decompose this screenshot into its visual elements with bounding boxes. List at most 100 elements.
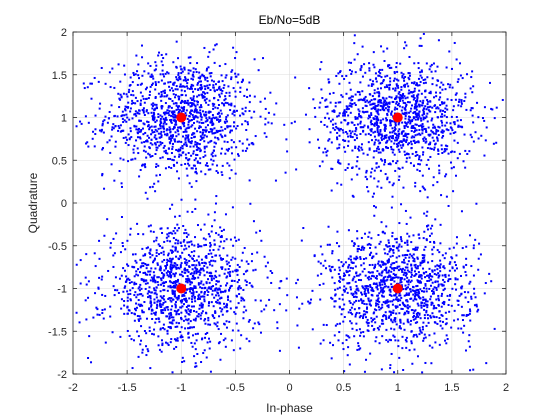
- received-symbol-point: [190, 77, 193, 80]
- received-symbol-point: [250, 116, 253, 119]
- received-symbol-point: [401, 96, 404, 99]
- received-symbol-point: [388, 84, 391, 87]
- received-symbol-point: [169, 249, 172, 252]
- received-symbol-point: [109, 315, 112, 318]
- received-symbol-point: [485, 362, 488, 365]
- received-symbol-point: [163, 82, 166, 85]
- received-symbol-point: [392, 182, 395, 185]
- received-symbol-point: [364, 110, 367, 113]
- received-symbol-point: [397, 345, 400, 348]
- received-symbol-point: [221, 102, 224, 105]
- received-symbol-point: [179, 241, 182, 244]
- received-symbol-point: [442, 109, 445, 112]
- received-symbol-point: [202, 131, 205, 134]
- received-symbol-point: [378, 68, 381, 71]
- received-symbol-point: [164, 72, 167, 75]
- received-symbol-point: [432, 123, 435, 126]
- received-symbol-point: [452, 246, 455, 249]
- received-symbol-point: [429, 92, 432, 95]
- received-symbol-point: [95, 306, 98, 309]
- received-symbol-point: [441, 113, 444, 116]
- received-symbol-point: [414, 181, 417, 184]
- received-symbol-point: [348, 104, 351, 107]
- received-symbol-point: [252, 220, 255, 223]
- received-symbol-point: [355, 285, 358, 288]
- received-symbol-point: [390, 96, 393, 99]
- received-symbol-point: [411, 309, 414, 312]
- received-symbol-point: [190, 140, 193, 143]
- received-symbol-point: [342, 131, 345, 134]
- received-symbol-point: [103, 119, 106, 122]
- received-symbol-point: [199, 162, 202, 165]
- received-symbol-point: [168, 321, 171, 324]
- received-symbol-point: [354, 103, 357, 106]
- received-symbol-point: [379, 82, 382, 85]
- received-symbol-point: [160, 350, 163, 353]
- received-symbol-point: [409, 288, 412, 291]
- received-symbol-point: [128, 84, 131, 87]
- received-symbol-point: [254, 299, 257, 302]
- received-symbol-point: [209, 110, 212, 113]
- received-symbol-point: [195, 272, 198, 275]
- received-symbol-point: [190, 292, 193, 295]
- received-symbol-point: [357, 342, 360, 345]
- received-symbol-point: [328, 117, 331, 120]
- received-symbol-point: [457, 104, 460, 107]
- received-symbol-point: [448, 269, 451, 272]
- received-symbol-point: [142, 278, 145, 281]
- received-symbol-point: [182, 151, 185, 154]
- received-symbol-point: [137, 287, 140, 290]
- received-symbol-point: [209, 370, 212, 373]
- received-symbol-point: [376, 298, 379, 301]
- received-symbol-point: [356, 287, 359, 290]
- received-symbol-point: [231, 112, 234, 115]
- received-symbol-point: [421, 132, 424, 135]
- received-symbol-point: [169, 267, 172, 270]
- received-symbol-point: [219, 129, 222, 132]
- received-symbol-point: [377, 260, 380, 263]
- received-symbol-point: [216, 280, 219, 283]
- received-symbol-point: [348, 336, 351, 339]
- received-symbol-point: [400, 146, 403, 149]
- received-symbol-point: [473, 287, 476, 290]
- received-symbol-point: [335, 75, 338, 78]
- received-symbol-point: [188, 158, 191, 161]
- received-symbol-point: [177, 95, 180, 98]
- received-symbol-point: [353, 308, 356, 311]
- received-symbol-point: [97, 80, 100, 83]
- received-symbol-point: [182, 293, 185, 296]
- received-symbol-point: [172, 93, 175, 96]
- received-symbol-point: [405, 122, 408, 125]
- received-symbol-point: [362, 262, 365, 265]
- received-symbol-point: [117, 92, 120, 95]
- received-symbol-point: [205, 162, 208, 165]
- received-symbol-point: [476, 310, 479, 313]
- received-symbol-point: [424, 78, 427, 81]
- received-symbol-point: [183, 68, 186, 71]
- received-symbol-point: [198, 80, 201, 83]
- received-symbol-point: [146, 348, 149, 351]
- received-symbol-point: [240, 334, 243, 337]
- received-symbol-point: [342, 289, 345, 292]
- received-symbol-point: [442, 289, 445, 292]
- received-symbol-point: [192, 305, 195, 308]
- received-symbol-point: [420, 304, 423, 307]
- received-symbol-point: [371, 324, 374, 327]
- received-symbol-point: [235, 75, 238, 78]
- received-symbol-point: [145, 267, 148, 270]
- received-symbol-point: [199, 75, 202, 78]
- received-symbol-point: [434, 142, 437, 145]
- received-symbol-point: [179, 255, 182, 258]
- received-symbol-point: [432, 292, 435, 295]
- received-symbol-point: [346, 282, 349, 285]
- received-symbol-point: [403, 139, 406, 142]
- received-symbol-point: [166, 306, 169, 309]
- received-symbol-point: [197, 315, 200, 318]
- received-symbol-point: [368, 300, 371, 303]
- received-symbol-point: [418, 115, 421, 118]
- received-symbol-point: [193, 285, 196, 288]
- received-symbol-point: [455, 267, 458, 270]
- received-symbol-point: [376, 129, 379, 132]
- received-symbol-point: [192, 150, 195, 153]
- received-symbol-point: [157, 283, 160, 286]
